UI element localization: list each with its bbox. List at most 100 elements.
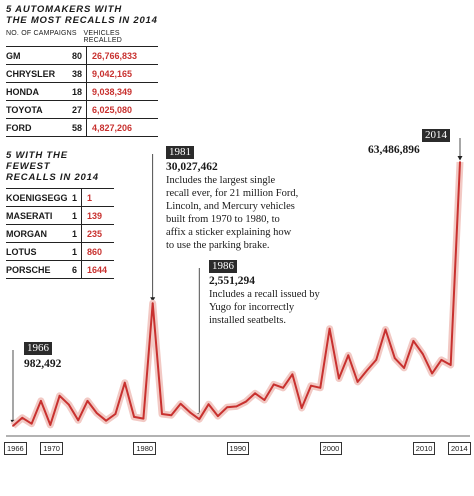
data-point <box>254 392 257 395</box>
x-tick-label: 1990 <box>226 442 250 455</box>
data-point <box>21 416 24 419</box>
fewest-recalls-title: 5 WITH THE FEWEST RECALLS IN 2014 <box>6 150 114 183</box>
data-point <box>40 399 42 402</box>
annotation-note-line: affix a sticker explaining how <box>166 227 292 238</box>
automaker-name: KOENIGSEGG <box>6 192 68 203</box>
data-point <box>319 386 322 389</box>
data-point <box>421 353 424 355</box>
annotation-2014-value: 63,486,896 <box>368 144 420 156</box>
annotation-1966-value: 982,492 <box>24 358 62 370</box>
data-point <box>170 414 173 417</box>
vehicles-recalled: 26,766,833 <box>92 50 138 61</box>
data-point <box>300 407 303 409</box>
data-point <box>58 394 61 397</box>
annotation-2014-year: 2014 <box>422 129 450 142</box>
vehicles-recalled: 9,042,165 <box>92 68 133 79</box>
campaign-count: 6 <box>70 261 82 278</box>
x-tick-label: 2014 <box>448 442 471 455</box>
campaign-count: 18 <box>69 83 87 100</box>
x-tick-label: 1970 <box>40 442 63 455</box>
campaigns-column-header: NO. OF CAMPAIGNS <box>6 30 77 37</box>
data-point <box>216 415 219 417</box>
data-point <box>95 412 98 415</box>
annotation-1986-note: Includes a recall issued by Yugo for inco… <box>209 288 320 327</box>
data-point <box>151 302 154 305</box>
vehicles-recalled: 4,827,206 <box>92 122 133 133</box>
data-point <box>328 327 331 330</box>
automaker-name: CHRYSLER <box>6 68 56 79</box>
table-row: PORSCHE 6 1644 <box>6 261 114 279</box>
automaker-name: HONDA <box>6 86 39 97</box>
automaker-name: LOTUS <box>6 246 37 257</box>
data-point <box>244 400 247 403</box>
campaign-count: 1 <box>70 225 82 242</box>
annotation-note-line: Lincoln, and Mercury vehicles <box>166 201 295 212</box>
data-point <box>207 403 210 406</box>
most-recalls-table: 5 AUTOMAKERS WITH THE MOST RECALLS IN 20… <box>6 4 158 137</box>
annotation-arrowhead <box>150 297 156 302</box>
data-point <box>365 369 368 372</box>
data-point <box>235 405 238 408</box>
data-point <box>310 384 312 387</box>
vehicles-recalled: 6,025,080 <box>92 104 133 115</box>
annotation-note-line: recall ever, for 21 million Ford, <box>166 188 299 199</box>
campaign-count: 1 <box>70 207 82 224</box>
data-point <box>384 328 387 331</box>
automaker-name: MASERATI <box>6 210 53 221</box>
data-point <box>114 413 117 415</box>
table-row: MASERATI 1 139 <box>6 207 114 225</box>
annotation-note-line: Includes the largest single <box>166 175 276 186</box>
vehicles-recalled: 9,038,349 <box>92 86 133 97</box>
data-point <box>375 359 378 361</box>
fewest-recalls-table: 5 WITH THE FEWEST RECALLS IN 2014 KOENIG… <box>6 150 114 279</box>
x-tick-label: 1966 <box>4 442 27 455</box>
data-point <box>86 399 89 402</box>
table-row: TOYOTA 27 6,025,080 <box>6 101 158 119</box>
x-tick-label: 1980 <box>133 442 157 455</box>
data-point <box>356 380 359 383</box>
data-point <box>189 411 191 414</box>
vehicles-recalled: 235 <box>87 228 103 239</box>
most-recalls-title-line1: 5 AUTOMAKERS WITH <box>6 4 122 15</box>
annotation-1981-note: Includes the largest single recall ever, … <box>166 174 298 252</box>
data-point <box>338 377 340 380</box>
campaign-count: 58 <box>69 119 87 136</box>
fewest-recalls-title-line1: 5 WITH THE FEWEST <box>6 150 68 172</box>
data-point <box>198 418 201 421</box>
automaker-name: MORGAN <box>6 228 47 239</box>
vehicles-column-header: VEHICLES RECALLED <box>83 30 123 44</box>
annotation-arrowhead <box>457 156 463 161</box>
table-row: HONDA 18 9,038,349 <box>6 83 158 101</box>
table-row: FORD 58 4,827,206 <box>6 119 158 137</box>
annotation-1986-year: 1986 <box>209 260 237 273</box>
data-point <box>403 367 406 369</box>
data-point <box>179 402 182 405</box>
most-recalls-header: NO. OF CAMPAIGNS VEHICLES RECALLED <box>6 30 158 47</box>
campaign-count: 1 <box>70 243 82 260</box>
data-point <box>12 424 14 427</box>
fewest-recalls-title-line2: RECALLS IN 2014 <box>6 172 99 183</box>
annotation-note-line: installed seatbelts. <box>209 315 286 326</box>
data-point <box>449 364 452 366</box>
data-point <box>105 419 108 422</box>
data-point <box>393 357 396 360</box>
data-point <box>161 413 163 415</box>
data-point <box>30 422 33 425</box>
data-point <box>49 424 52 426</box>
annotation-1986-value: 2,551,294 <box>209 275 255 287</box>
data-point <box>272 383 275 386</box>
annotation-note-line: built from 1970 to 1980, to <box>166 214 280 225</box>
annotation-note-line: to use the parking brake. <box>166 240 270 251</box>
annotation-1981-year: 1981 <box>166 146 194 159</box>
campaign-count: 1 <box>70 189 82 206</box>
automaker-name: PORSCHE <box>6 264 51 275</box>
most-recalls-title-line2: THE MOST RECALLS IN 2014 <box>6 15 158 26</box>
annotation-note-line: Yugo for incorrectly <box>209 302 295 313</box>
most-recalls-title: 5 AUTOMAKERS WITH THE MOST RECALLS IN 20… <box>6 4 158 26</box>
annotation-1981-value: 30,027,462 <box>166 161 218 173</box>
data-point <box>431 372 433 375</box>
annotation-note-line: Includes a recall issued by <box>209 289 320 300</box>
vehicles-recalled: 139 <box>87 210 103 221</box>
automaker-name: FORD <box>6 122 32 133</box>
